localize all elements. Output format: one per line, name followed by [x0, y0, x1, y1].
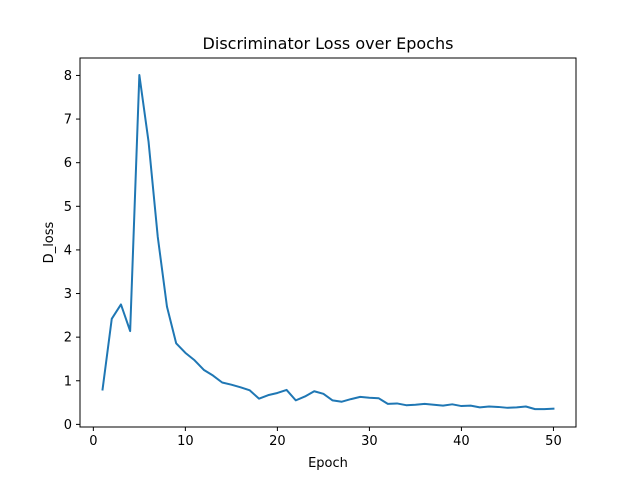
x-tick-label: 30	[361, 434, 378, 449]
y-tick-label: 7	[64, 113, 72, 128]
series-line-0	[101, 74, 555, 411]
x-tick-label: 50	[545, 434, 562, 449]
y-tick-label: 3	[64, 287, 72, 302]
y-tick-label: 8	[64, 69, 72, 84]
y-tick-label: 0	[64, 418, 72, 433]
x-tick-label: 20	[269, 434, 286, 449]
y-tick-label: 1	[64, 374, 72, 389]
y-axis-label: D_loss	[42, 221, 57, 263]
x-tick-label: 40	[453, 434, 470, 449]
plot-marks	[101, 74, 555, 411]
y-tick-label: 6	[64, 156, 72, 171]
y-tick-label: 2	[64, 331, 72, 346]
x-tick-label: 0	[89, 434, 97, 449]
x-axis-label: Epoch	[308, 456, 348, 471]
x-tick-label: 10	[177, 434, 194, 449]
y-tick-label: 5	[64, 200, 72, 215]
chart-title: Discriminator Loss over Epochs	[203, 34, 454, 53]
y-axis-ticks: 0 1 2 3 4 5 6 7 8	[64, 69, 80, 433]
y-tick-label: 4	[64, 243, 72, 258]
plot-area-frame	[79, 57, 577, 428]
x-axis-ticks: 0 10 20 30 40 50	[89, 427, 562, 449]
